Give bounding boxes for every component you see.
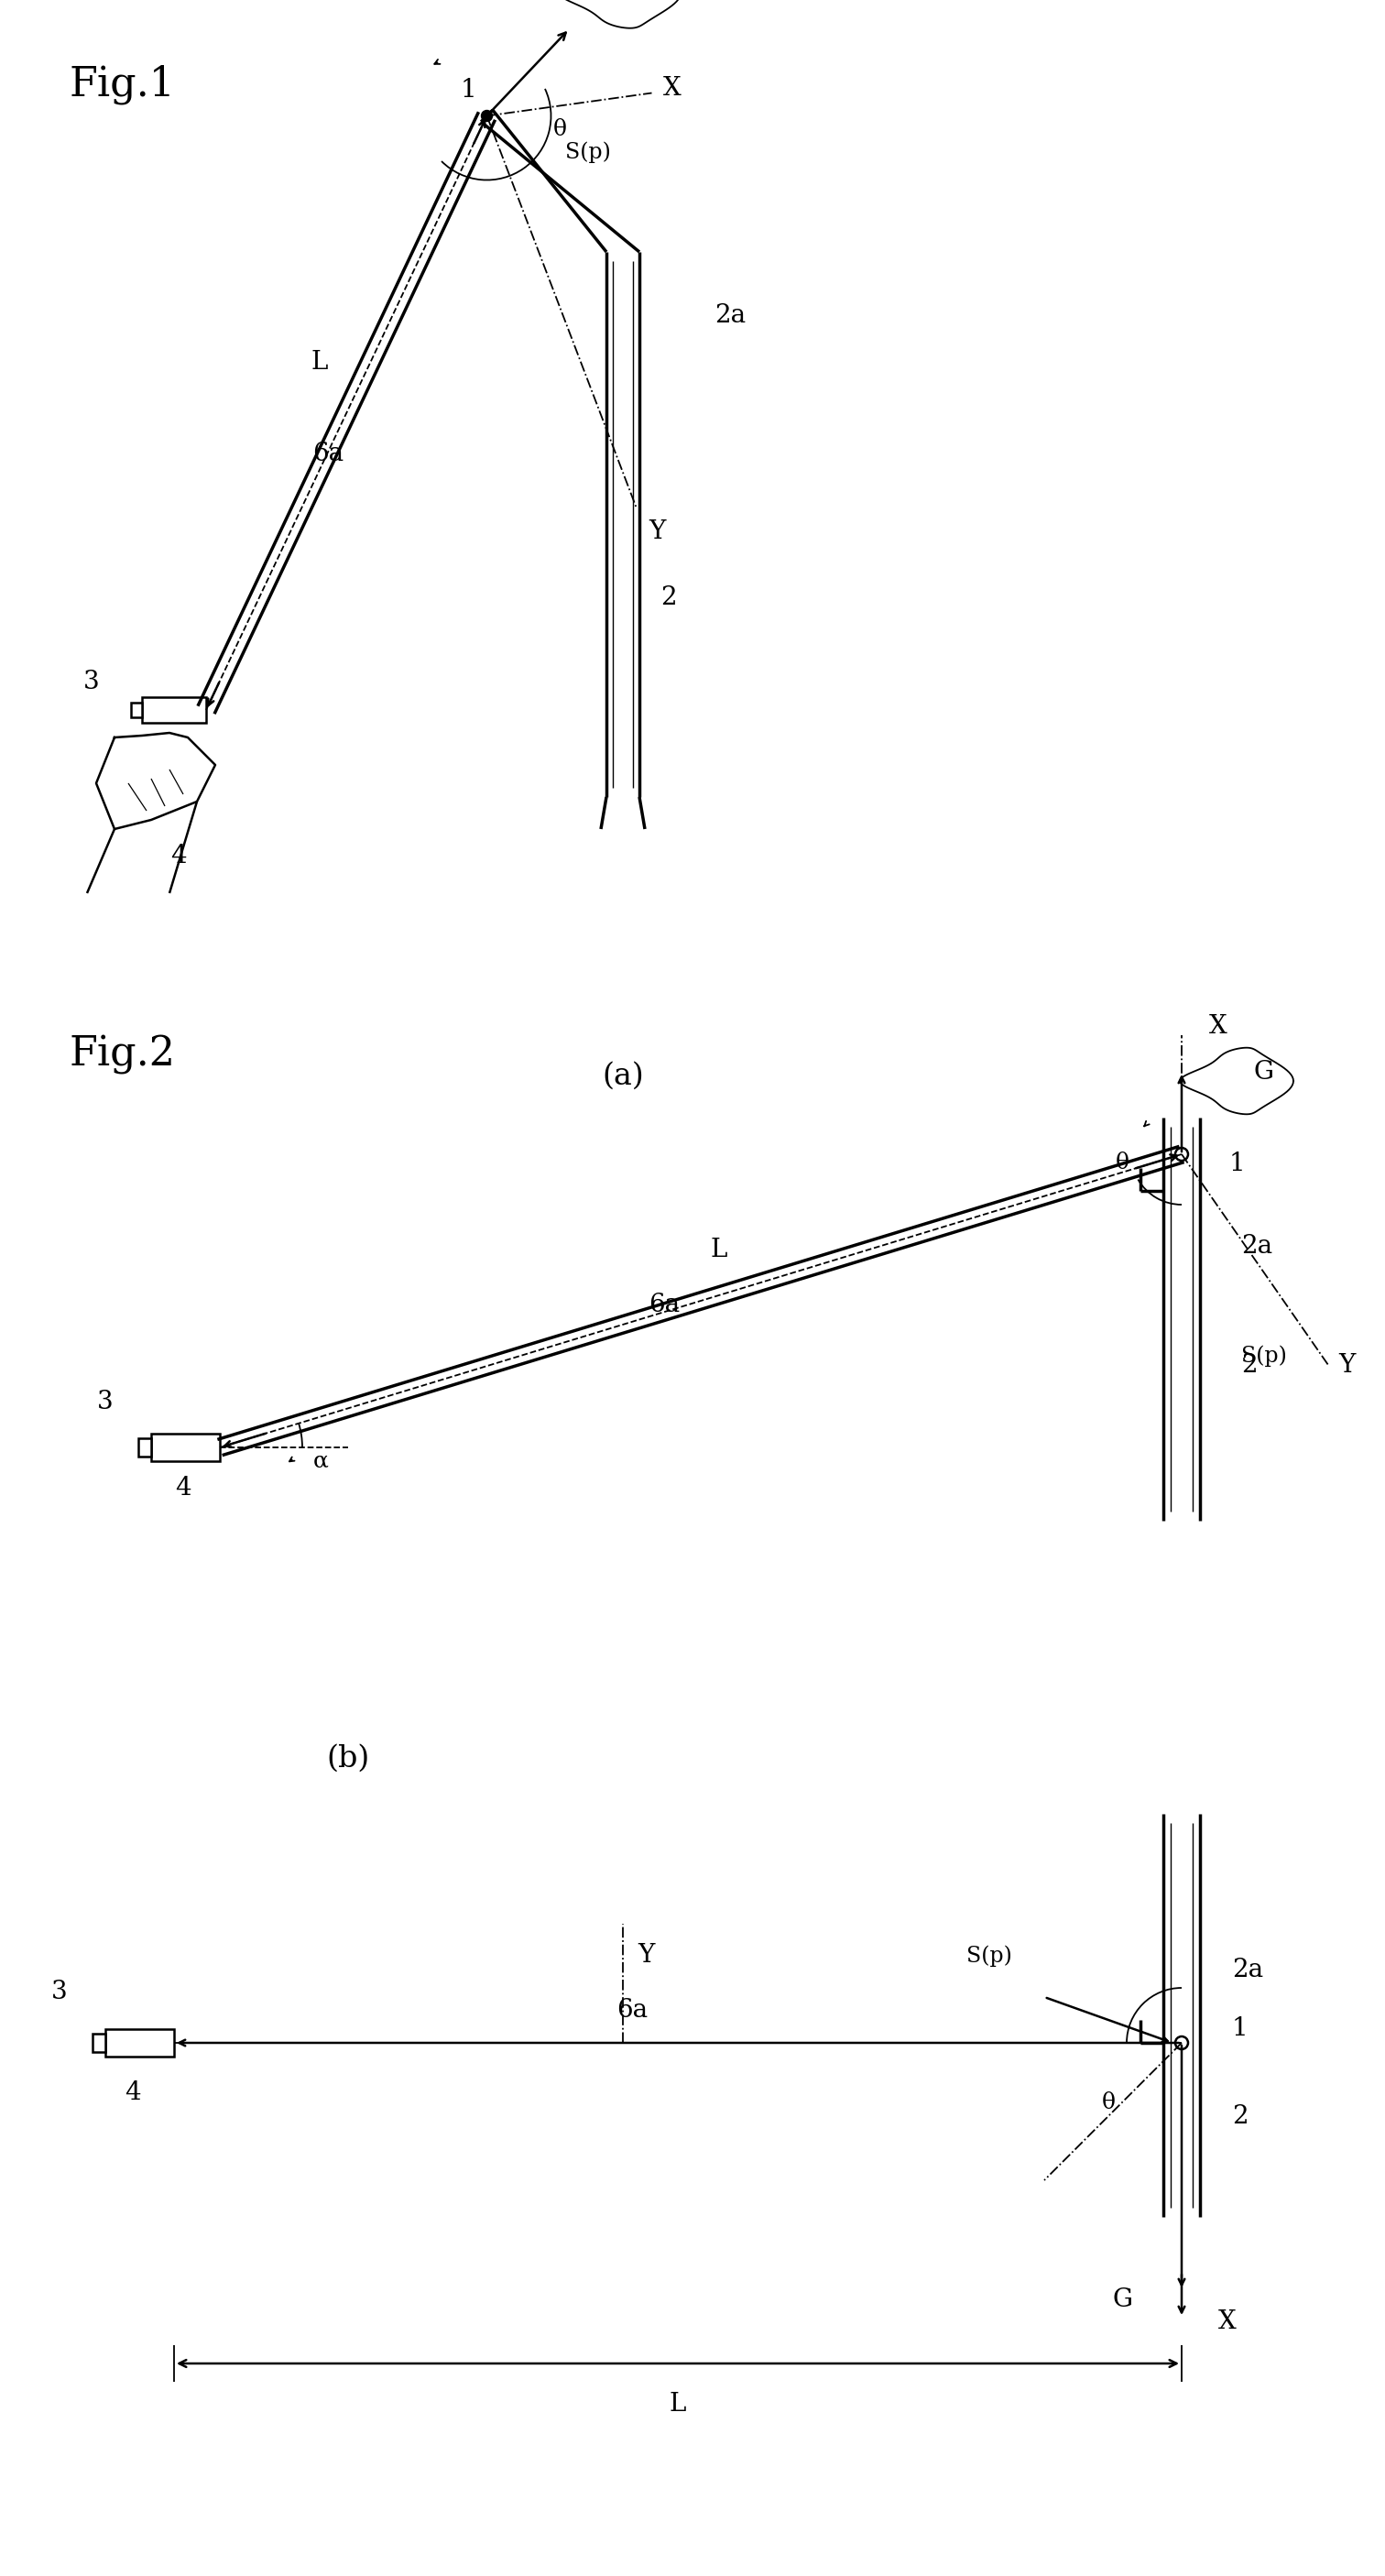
- Text: 3: 3: [83, 670, 100, 696]
- Text: Y: Y: [648, 518, 665, 544]
- Text: 1: 1: [1233, 2017, 1248, 2040]
- Text: Fig.1: Fig.1: [69, 64, 175, 103]
- Bar: [132, 703, 143, 716]
- Text: 2a: 2a: [715, 304, 745, 327]
- Text: S(p): S(p): [1241, 1345, 1287, 1365]
- Text: X: X: [1219, 2311, 1237, 2334]
- Text: 4: 4: [175, 1476, 191, 1502]
- Bar: [93, 2032, 105, 2053]
- Text: 2: 2: [661, 585, 677, 611]
- Text: θ: θ: [553, 118, 566, 139]
- Text: θ: θ: [1101, 2092, 1115, 2112]
- Text: (a): (a): [602, 1061, 644, 1092]
- Circle shape: [482, 111, 492, 121]
- Text: 4: 4: [170, 845, 187, 868]
- Text: X: X: [1209, 1012, 1227, 1038]
- Text: 1: 1: [1228, 1151, 1245, 1175]
- Text: L: L: [310, 350, 327, 376]
- Text: α: α: [313, 1450, 328, 1471]
- Text: (b): (b): [327, 1744, 370, 1772]
- Text: L: L: [711, 1239, 727, 1262]
- Text: 2: 2: [1233, 2105, 1248, 2128]
- Text: S(p): S(p): [967, 1945, 1012, 1965]
- Text: 2a: 2a: [1241, 1234, 1273, 1257]
- Bar: [151, 1435, 220, 1461]
- Text: G: G: [1112, 2287, 1132, 2311]
- Text: S(p): S(p): [565, 142, 611, 162]
- Text: 2: 2: [1241, 1352, 1258, 1378]
- Text: 1: 1: [460, 77, 476, 103]
- Text: 3: 3: [97, 1388, 114, 1414]
- Text: θ: θ: [1115, 1154, 1129, 1175]
- Bar: [105, 2030, 175, 2056]
- Text: 3: 3: [51, 1981, 68, 2004]
- Text: X: X: [663, 77, 681, 100]
- Text: G: G: [1253, 1059, 1274, 1084]
- Text: 6a: 6a: [616, 1999, 648, 2022]
- Text: Y: Y: [637, 1942, 654, 1968]
- Text: L: L: [669, 2393, 686, 2416]
- Text: 2a: 2a: [1233, 1958, 1263, 1981]
- Text: 4: 4: [125, 2081, 141, 2105]
- Text: 6a: 6a: [648, 1293, 680, 1319]
- Text: Fig.2: Fig.2: [69, 1036, 175, 1074]
- Bar: [139, 1437, 151, 1455]
- Bar: [143, 698, 206, 724]
- Text: 6a: 6a: [313, 440, 343, 466]
- Text: Y: Y: [1338, 1352, 1355, 1378]
